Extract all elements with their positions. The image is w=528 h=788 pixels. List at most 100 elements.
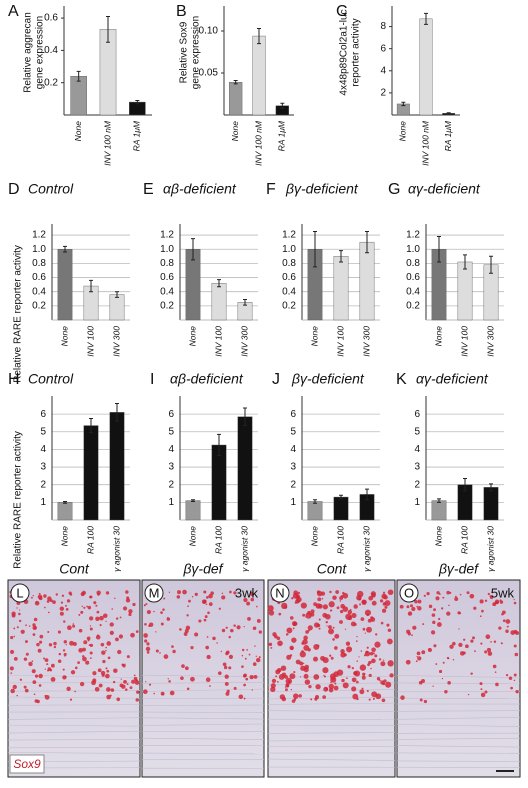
y-tick-label: 3 (40, 462, 46, 473)
y-tick-label: 1.2 (282, 230, 296, 241)
stain-dot (369, 674, 372, 677)
stain-dot (352, 677, 357, 682)
x-tick-label: None (230, 121, 240, 142)
stain-dot (110, 631, 114, 635)
stain-dot (63, 669, 65, 671)
y-tick-label: 5 (168, 426, 174, 437)
stain-dot (28, 662, 32, 666)
stain-dot (388, 629, 391, 632)
stain-label: Sox9 (13, 757, 41, 771)
stain-dot (435, 663, 437, 665)
stain-dot (441, 607, 443, 609)
stain-dot (159, 652, 161, 654)
stain-dot (13, 685, 17, 689)
stain-dot (253, 662, 257, 666)
stain-dot (63, 620, 65, 622)
stain-dot (325, 687, 328, 690)
stain-dot (66, 608, 69, 611)
stain-dot (241, 665, 244, 668)
stain-dot (47, 631, 49, 633)
stain-dot (38, 649, 42, 653)
stain-dot (130, 633, 135, 638)
stain-dot (36, 643, 39, 646)
stain-dot (149, 684, 151, 686)
panel-title: βγ-deficient (285, 181, 359, 197)
stain-dot (408, 632, 411, 635)
stain-dot (190, 646, 193, 649)
stain-dot (319, 628, 321, 630)
x-tick-label: INV 100 nM (253, 120, 263, 166)
stain-dot (16, 695, 17, 696)
stain-dot (351, 613, 356, 618)
stain-dot (206, 677, 211, 682)
stain-dot (439, 593, 441, 595)
stain-dot (97, 611, 100, 614)
stain-dot (428, 648, 432, 652)
y-tick-label: 1 (168, 497, 174, 508)
stain-dot (246, 649, 248, 651)
stain-dot (18, 613, 21, 616)
stain-dot (108, 657, 111, 660)
stain-dot (370, 652, 374, 656)
panel-letter: H (8, 371, 20, 388)
stain-dot (341, 595, 344, 598)
stain-dot (481, 610, 484, 613)
stain-dot (364, 673, 365, 674)
stain-dot (458, 628, 459, 629)
stain-dot (53, 642, 56, 645)
stain-dot (347, 665, 350, 668)
stain-dot (239, 694, 244, 699)
stain-dot (374, 642, 380, 648)
stain-dot (300, 676, 301, 677)
x-tick-label: γ agonist 30 (239, 526, 249, 572)
stain-dot (49, 643, 52, 646)
bar (186, 501, 200, 520)
y-tick-label: 0.8 (282, 258, 296, 269)
stain-dot (367, 690, 369, 692)
y-tick-label: 0.2 (406, 300, 420, 311)
stain-dot (354, 670, 360, 676)
y-tick-label: 4 (414, 444, 420, 455)
stain-dot (67, 599, 70, 602)
stain-dot (406, 660, 411, 665)
stain-dot (362, 676, 366, 680)
stain-dot (340, 610, 343, 613)
stain-dot (485, 600, 487, 602)
x-tick-label: INV 100 (459, 326, 469, 357)
stain-dot (186, 626, 190, 630)
bar (458, 262, 472, 320)
stain-dot (358, 656, 359, 657)
stain-dot (317, 591, 323, 597)
stain-dot (134, 677, 138, 681)
y-tick-label: 0.4 (406, 286, 420, 297)
stain-dot (223, 662, 227, 666)
y-tick-label: 1.2 (32, 230, 46, 241)
stain-dot (458, 643, 462, 647)
stain-dot (244, 698, 246, 700)
bar (84, 426, 98, 520)
stain-dot (69, 641, 74, 646)
panel-letter: M (149, 585, 160, 600)
stain-dot (64, 653, 67, 656)
stain-dot (495, 683, 499, 687)
stain-dot (308, 625, 313, 630)
stain-dot (275, 669, 280, 674)
stain-dot (351, 621, 356, 626)
stain-dot (185, 666, 189, 670)
stain-dot (144, 623, 147, 626)
y-tick-label: 0.2 (160, 300, 174, 311)
stain-dot (387, 660, 393, 666)
y-tick-label: 5 (290, 426, 296, 437)
stain-dot (145, 681, 146, 682)
x-tick-label: RA 100 (459, 526, 469, 554)
stain-dot (286, 684, 289, 687)
x-tick-label: None (187, 526, 197, 547)
panel-title: αγ-deficient (416, 371, 489, 387)
stain-dot (90, 627, 93, 630)
stain-dot (228, 666, 231, 669)
stain-dot (161, 623, 164, 626)
stain-dot (278, 613, 281, 616)
stain-dot (345, 629, 346, 630)
stain-dot (281, 603, 287, 609)
